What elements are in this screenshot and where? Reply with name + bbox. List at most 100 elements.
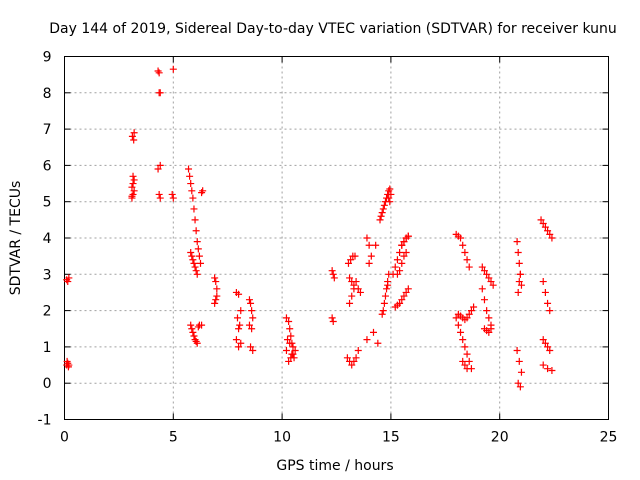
data-point (245, 296, 253, 304)
y-tick-label: 4 (43, 231, 52, 247)
y-axis-label: SDTVAR / TECUs (8, 181, 24, 296)
x-tick-label: 20 (491, 430, 509, 446)
data-point (354, 347, 362, 355)
x-axis-ticks: 0 5 10 15 20 25 (60, 56, 618, 446)
data-point (237, 307, 245, 315)
data-point (513, 347, 521, 355)
data-point (489, 281, 497, 289)
data-point (457, 234, 465, 242)
data-point (328, 267, 336, 275)
data-point (515, 357, 523, 365)
data-point (515, 278, 523, 286)
data-point (129, 180, 137, 188)
data-point (329, 270, 337, 278)
data-point (369, 328, 377, 336)
data-point (485, 314, 493, 322)
data-point (189, 194, 197, 202)
data-point (154, 165, 162, 173)
y-tick-label: 0 (43, 376, 52, 392)
data-point (64, 359, 72, 367)
y-axis-ticks: -1 0 1 2 3 4 5 6 7 8 9 (38, 50, 609, 429)
data-point (478, 285, 486, 293)
data-point (154, 67, 162, 75)
x-tick-label: 5 (169, 430, 178, 446)
data-point (192, 267, 200, 275)
data-point (247, 299, 255, 307)
data-point (190, 205, 198, 213)
y-tick-label: 5 (43, 195, 52, 211)
data-point (548, 366, 556, 374)
data-point (235, 343, 243, 351)
data-point (291, 347, 299, 355)
data-point (169, 194, 177, 202)
data-point (457, 328, 465, 336)
data-point (463, 365, 471, 373)
data-point (156, 161, 164, 169)
data-point (129, 190, 137, 198)
data-point (548, 234, 556, 242)
data-point (483, 270, 491, 278)
data-point (372, 241, 380, 249)
data-point (168, 190, 176, 198)
data-point (155, 69, 163, 77)
data-point (285, 357, 293, 365)
data-point (363, 336, 371, 344)
data-point (188, 187, 196, 195)
data-point (188, 252, 196, 260)
data-point (284, 336, 292, 344)
data-point (65, 274, 73, 282)
y-tick-label: 1 (43, 340, 52, 356)
data-point (187, 249, 195, 257)
data-point (376, 216, 384, 224)
data-point (517, 368, 525, 376)
chart-title: Day 144 of 2019, Sidereal Day-to-day VTE… (49, 21, 617, 37)
data-point (544, 227, 552, 235)
data-point (346, 299, 354, 307)
y-tick-label: 3 (43, 267, 52, 283)
data-point (539, 336, 547, 344)
data-point (289, 350, 297, 358)
data-point (539, 219, 547, 227)
data-point (487, 278, 495, 286)
y-tick-label: 2 (43, 304, 52, 320)
data-point (350, 281, 358, 289)
data-point (367, 252, 375, 260)
y-tick-label: 7 (43, 122, 52, 138)
data-point (354, 285, 362, 293)
data-point (541, 339, 549, 347)
x-tick-label: 15 (382, 430, 400, 446)
data-point (544, 299, 552, 307)
data-point (64, 278, 72, 286)
data-point (155, 89, 163, 97)
y-tick-label: 9 (43, 50, 52, 66)
data-point (351, 252, 359, 260)
data-point (483, 307, 491, 315)
data-point (365, 241, 373, 249)
data-point (404, 232, 412, 240)
data-point (191, 263, 199, 271)
data-point (213, 292, 221, 300)
data-point (386, 185, 394, 193)
data-point (467, 307, 475, 315)
data-point (193, 339, 201, 347)
data-point (64, 363, 72, 371)
data-point (539, 361, 547, 369)
data-point (363, 234, 371, 242)
x-tick-label: 25 (600, 430, 618, 446)
data-point (192, 227, 200, 235)
data-point (232, 336, 240, 344)
data-point (374, 339, 382, 347)
data-point (402, 288, 410, 296)
y-tick-label: -1 (38, 413, 52, 429)
data-point (344, 259, 352, 267)
data-point (485, 328, 493, 336)
data-point (185, 165, 193, 173)
data-point (541, 223, 549, 231)
data-point (461, 361, 469, 369)
data-point (282, 347, 290, 355)
data-point (248, 307, 256, 315)
data-point (396, 267, 404, 275)
data-point (191, 216, 199, 224)
data-point (544, 365, 552, 373)
data-point (396, 249, 404, 257)
